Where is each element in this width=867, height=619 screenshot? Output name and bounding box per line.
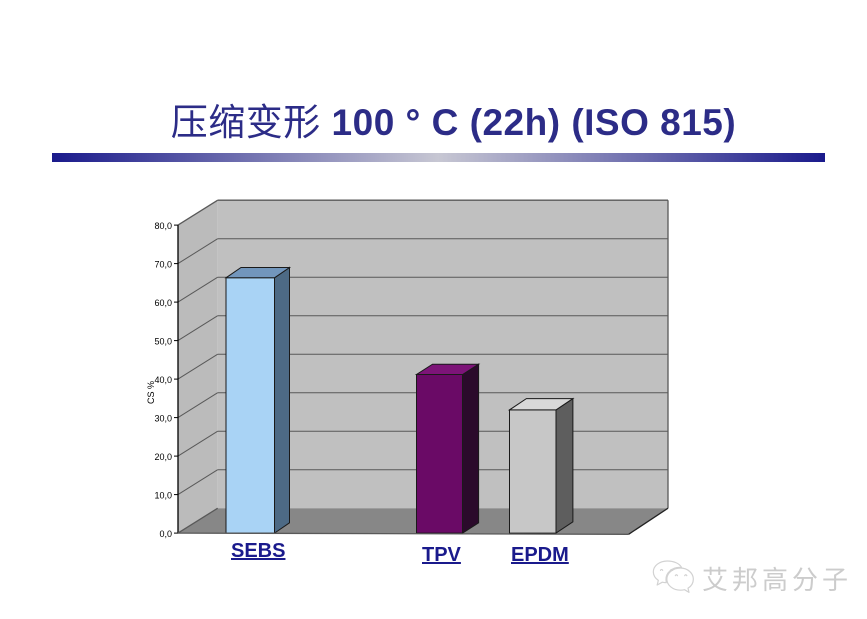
svg-text:60,0: 60,0 — [154, 298, 172, 308]
svg-text:20,0: 20,0 — [154, 452, 172, 462]
svg-text:40,0: 40,0 — [154, 375, 172, 385]
svg-text:10,0: 10,0 — [154, 491, 172, 501]
svg-text:70,0: 70,0 — [154, 260, 172, 270]
svg-text:0,0: 0,0 — [159, 529, 172, 539]
svg-text:80,0: 80,0 — [154, 221, 172, 231]
svg-text:50,0: 50,0 — [154, 337, 172, 347]
svg-text:30,0: 30,0 — [154, 414, 172, 424]
